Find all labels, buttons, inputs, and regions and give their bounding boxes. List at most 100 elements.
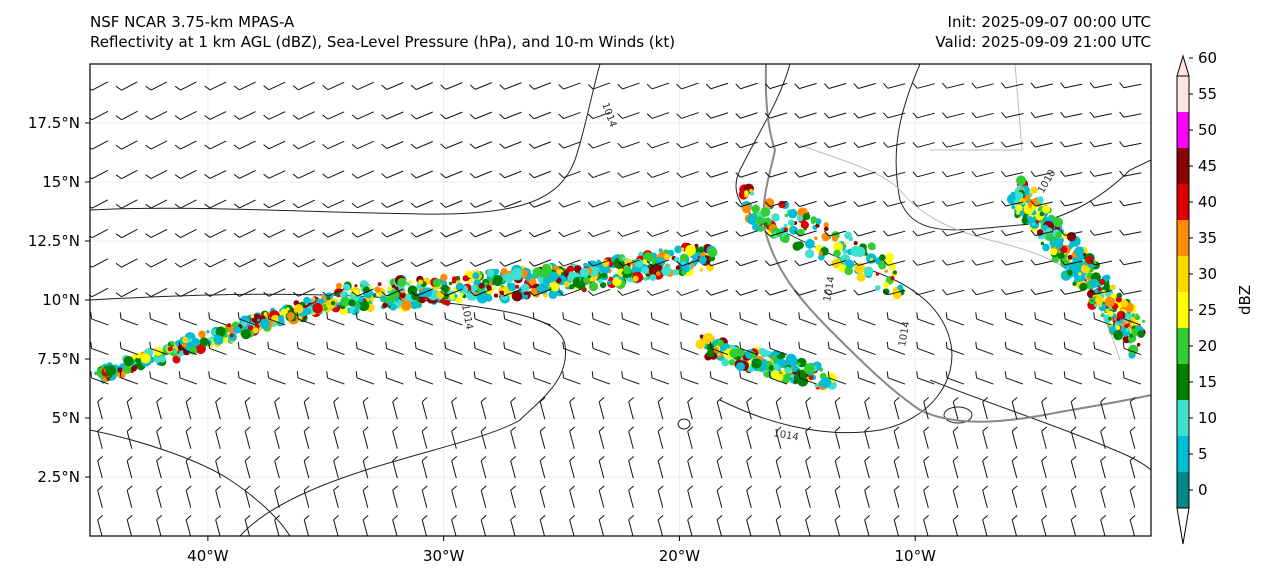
wind-barb	[1093, 371, 1112, 385]
wind-barb	[1119, 288, 1142, 295]
reflectivity-cell	[500, 268, 508, 275]
wind-barb	[351, 288, 374, 297]
reflectivity-cell	[1074, 246, 1085, 257]
wind-barb	[1089, 170, 1112, 177]
wind-barb	[381, 288, 404, 297]
fields-title: Reflectivity at 1 km AGL (dBZ), Sea-Leve…	[90, 33, 676, 51]
reflectivity-cell	[262, 323, 266, 327]
wind-barb	[794, 230, 817, 237]
wind-barb	[916, 312, 935, 326]
reflectivity-cell	[597, 278, 603, 284]
wind-barb	[562, 341, 581, 356]
wind-barb	[444, 341, 463, 356]
wind-barb	[1063, 371, 1083, 385]
wind-barb	[775, 426, 782, 449]
wind-barb	[292, 140, 315, 150]
reflectivity-cell	[550, 283, 560, 292]
wind-barb	[451, 396, 458, 420]
isobar-label: 1014	[459, 304, 474, 331]
reflectivity-cell	[805, 249, 815, 259]
wind-barb	[587, 229, 611, 238]
wind-barb	[716, 455, 723, 479]
wind-barb	[1119, 111, 1142, 118]
reflectivity-cell	[856, 272, 866, 282]
wind-barb	[598, 396, 605, 420]
wind-barb	[385, 341, 404, 356]
wind-barb	[952, 426, 959, 449]
wind-barb	[185, 514, 192, 536]
wind-barb	[1034, 341, 1053, 356]
wind-barb	[864, 514, 871, 536]
wind-barb	[1011, 396, 1018, 420]
wind-barb	[480, 426, 487, 449]
wind-barb	[1001, 112, 1024, 119]
colorbar-extend-max	[1176, 54, 1190, 77]
wind-barb	[705, 200, 729, 208]
reflectivity-cell	[479, 271, 483, 275]
wind-barb	[156, 514, 163, 536]
wind-barb	[233, 140, 256, 150]
wind-barb	[945, 371, 965, 385]
wind-barb	[798, 341, 817, 356]
wind-barb	[237, 371, 257, 385]
wind-barb	[215, 514, 222, 536]
wind-barb	[1070, 426, 1077, 449]
reflectivity-cell	[471, 284, 478, 292]
wind-barb	[510, 485, 517, 508]
wind-barb	[233, 229, 256, 238]
wind-barb	[1011, 514, 1018, 536]
wind-barb	[392, 426, 399, 449]
wind-barb	[440, 141, 463, 149]
wind-barb	[499, 229, 522, 238]
wind-barb	[764, 200, 788, 208]
wind-barb	[798, 312, 817, 326]
coastline-westafrica	[762, 64, 1151, 423]
reflectivity-cell	[105, 365, 116, 376]
wind-barb	[267, 341, 286, 356]
reflectivity-cell	[252, 327, 259, 334]
wind-barb	[156, 396, 163, 420]
wind-barb	[119, 341, 139, 356]
wind-barb	[469, 141, 493, 149]
wind-barb	[882, 112, 906, 119]
wind-barb	[204, 170, 227, 179]
wind-barb	[705, 230, 729, 237]
wind-barb	[322, 199, 345, 209]
reflectivity-cell	[478, 282, 485, 289]
wind-barb	[322, 170, 345, 179]
wind-barb	[292, 170, 315, 179]
reflectivity-cell	[303, 296, 311, 304]
wind-barb	[303, 455, 310, 479]
wind-barb	[971, 171, 994, 178]
wind-barb	[676, 289, 699, 296]
reflectivity-cell	[477, 287, 483, 293]
wind-barb	[657, 426, 664, 449]
wind-barb	[942, 141, 965, 148]
reflectivity-cell	[583, 262, 588, 268]
lat-tick-label: 17.5°N	[28, 114, 80, 132]
reflectivity-cell	[511, 290, 523, 302]
reflectivity-cell	[293, 304, 304, 314]
lat-tick-label: 5°N	[52, 409, 80, 427]
reflectivity-cell	[548, 271, 559, 282]
reflectivity-cell	[869, 257, 874, 262]
wind-barb	[912, 259, 935, 266]
reflectivity-cell	[1068, 261, 1079, 272]
wind-barb	[410, 259, 433, 267]
reflectivity-cell	[771, 213, 780, 222]
wind-barb	[1119, 200, 1142, 207]
reflectivity-cell	[340, 296, 351, 307]
wind-barb	[414, 312, 434, 326]
wind-barb	[362, 485, 369, 508]
reflectivity-cell	[823, 222, 829, 228]
reflectivity-cell	[803, 227, 807, 231]
wind-barb	[381, 141, 404, 149]
wind-barb	[156, 455, 163, 479]
reflectivity-cell	[1104, 296, 1115, 307]
reflectivity-cell	[476, 292, 488, 304]
wind-barb	[768, 341, 788, 356]
reflectivity-cell	[792, 241, 802, 251]
reflectivity-cell	[1039, 211, 1045, 217]
wind-barb	[676, 141, 699, 149]
wind-barb	[864, 396, 871, 420]
